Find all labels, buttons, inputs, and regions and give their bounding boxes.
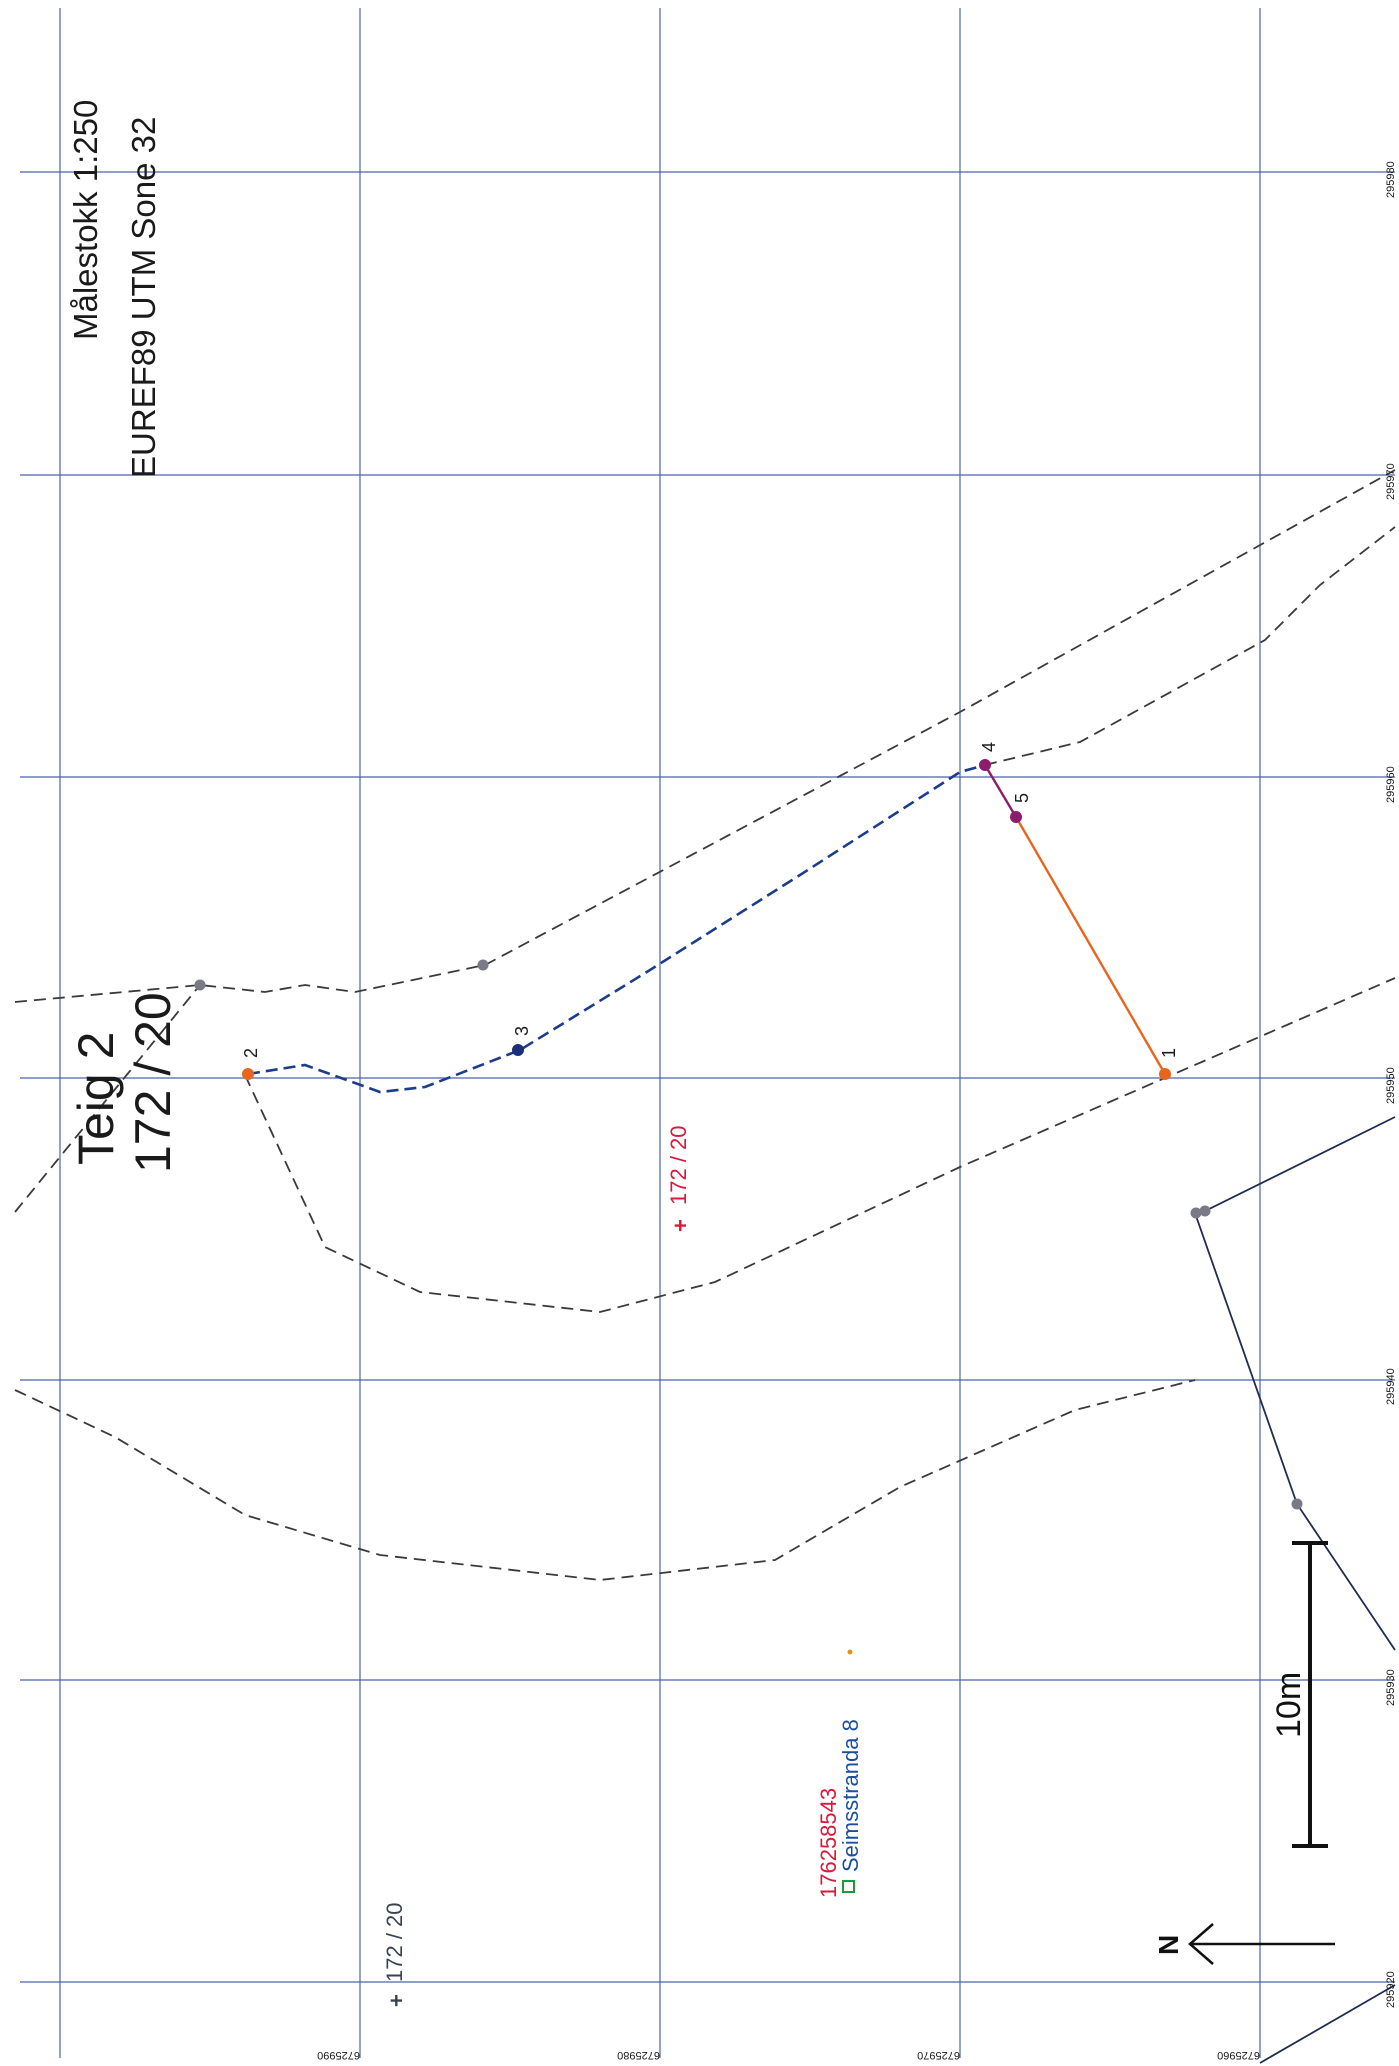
- easting-tick-label: 295920: [1385, 1971, 1397, 2008]
- dashed-line-d: [984, 526, 1396, 766]
- north-arrow: N: [1153, 1923, 1335, 1965]
- blue-dashed-boundary: [247, 763, 986, 1094]
- easting-tick-label: 295940: [1385, 1368, 1397, 1405]
- scale-bar: 10m: [1270, 1541, 1328, 1848]
- plus-icon: +: [384, 1994, 409, 2007]
- northing-tick-label: 6725970: [917, 2049, 960, 2061]
- scale-bar-label: 10m: [1270, 1672, 1308, 1738]
- parcel-marker-bottom: + 172 / 20: [382, 1902, 409, 2007]
- dashed-boundaries: [14, 469, 1396, 1581]
- gray-vertices: [194, 959, 1303, 1510]
- scale-label: Målestokk 1:250: [67, 100, 104, 340]
- easting-tick-label: 295980: [1385, 161, 1397, 198]
- point-5-marker: [1010, 811, 1022, 823]
- dashed-line-a: [14, 469, 1396, 1003]
- point-3-marker: [512, 1044, 524, 1056]
- dot-icon: [847, 1649, 853, 1655]
- dashed-line-c: [244, 977, 1396, 1313]
- vertex-point: [1190, 1207, 1202, 1219]
- point-4-marker: [979, 759, 991, 771]
- dashed-line-e: [14, 1379, 1196, 1581]
- point-1-label: 1: [1159, 1048, 1179, 1058]
- point-2-label: 2: [241, 1048, 261, 1058]
- vertex-point: [194, 979, 206, 991]
- north-label: N: [1153, 1935, 1184, 1955]
- point-3-label: 3: [512, 1026, 532, 1036]
- crs-label: EUREF89 UTM Sone 32: [125, 117, 162, 478]
- northing-tick-label: 6725960: [1217, 2049, 1260, 2061]
- easting-tick-label: 295960: [1385, 766, 1397, 803]
- navy-solid-line-corner: [1259, 1984, 1396, 2064]
- grid-horizontal: [20, 171, 1395, 1983]
- square-icon: [842, 1880, 855, 1893]
- northing-tick-label: 6725980: [617, 2049, 660, 2061]
- parcel-title-line2: 172 / 20: [125, 992, 181, 1173]
- point-2-marker: [242, 1068, 254, 1080]
- vertex-point: [1199, 1205, 1211, 1217]
- dashed-line-b: [14, 984, 201, 1213]
- point-4-label: 4: [979, 742, 999, 752]
- purple-boundary: [983, 764, 1018, 818]
- easting-tick-label: 295970: [1385, 463, 1397, 500]
- address-name: Seimsstranda 8: [838, 1719, 863, 1872]
- navy-solid-line: [1193, 1116, 1396, 1651]
- address-marker: 176258543 Seimsstranda 8: [816, 1649, 863, 1898]
- vertex-point: [1291, 1498, 1303, 1510]
- parcel-label-center: 172 / 20: [666, 1125, 691, 1205]
- north-arrow-head-icon: [1188, 1923, 1214, 1965]
- parcel-title-line1: Teig 2: [68, 1032, 124, 1165]
- point-1-marker: [1159, 1068, 1171, 1080]
- easting-tick-label: 295950: [1385, 1067, 1397, 1104]
- point-5-label: 5: [1012, 793, 1032, 803]
- plus-icon: +: [668, 1219, 693, 1232]
- easting-tick-label: 295930: [1385, 1669, 1397, 1706]
- northing-labels: 6725990 6725980 6725970 6725960: [317, 2049, 1260, 2061]
- grid-vertical: [59, 8, 1261, 2058]
- northing-tick-label: 6725990: [317, 2049, 360, 2061]
- address-id: 176258543: [816, 1788, 841, 1898]
- parcel-label-bottom: 172 / 20: [382, 1902, 407, 1982]
- parcel-marker-center: + 172 / 20: [666, 1125, 693, 1232]
- orange-boundary: [1014, 816, 1167, 1075]
- easting-labels: 295920 295930 295940 295950 295960 29597…: [1385, 161, 1397, 2008]
- vertex-point: [477, 959, 489, 971]
